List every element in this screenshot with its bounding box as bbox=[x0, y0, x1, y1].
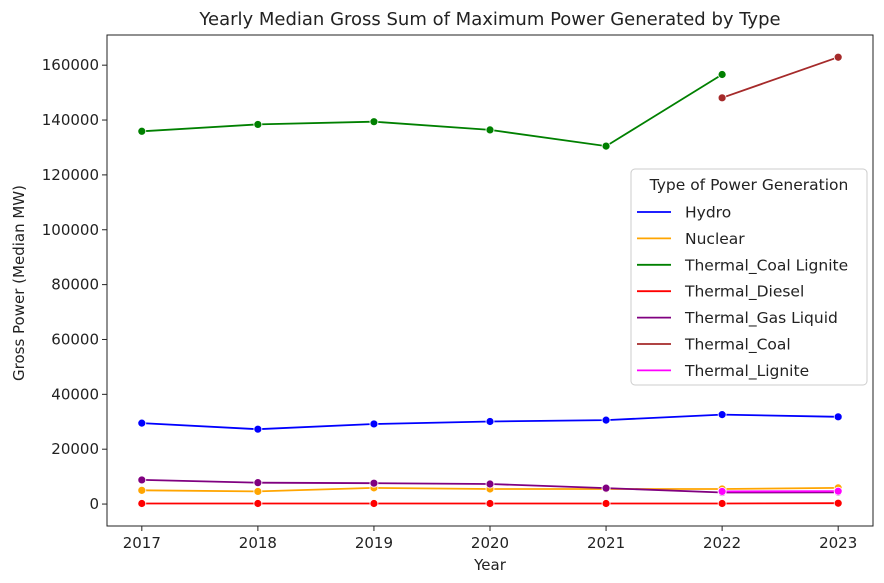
y-tick-label: 40000 bbox=[51, 385, 99, 403]
data-point-thermal-coal-lignite bbox=[369, 117, 379, 127]
legend-entry: Hydro bbox=[685, 204, 731, 222]
legend-title: Type of Power Generation bbox=[649, 176, 849, 194]
data-point-thermal-lignite bbox=[833, 486, 843, 496]
x-axis-title: Year bbox=[473, 556, 507, 574]
data-point-thermal-coal-lignite bbox=[717, 70, 727, 79]
data-point-thermal-gas-liquid bbox=[137, 475, 147, 485]
chart-title: Yearly Median Gross Sum of Maximum Power… bbox=[198, 9, 780, 30]
y-tick-label: 100000 bbox=[42, 221, 99, 239]
y-tick-label: 20000 bbox=[51, 440, 99, 458]
axes: 2017 2018 2019 2020 2021 2022 2023 0 20000 40000 6… bbox=[42, 56, 858, 552]
data-point-thermal-coal-lignite bbox=[137, 126, 147, 136]
series-line-thermal-coal bbox=[721, 56, 839, 99]
data-point-hydro bbox=[369, 419, 379, 429]
series-markers bbox=[137, 52, 843, 508]
legend-entry: Thermal_Coal bbox=[684, 336, 791, 355]
legend-entry: Thermal_Gas Liquid bbox=[684, 309, 838, 328]
data-point-thermal-coal-lignite bbox=[485, 125, 495, 135]
data-point-hydro bbox=[601, 415, 611, 425]
x-tick-label: 2020 bbox=[471, 534, 509, 552]
x-tick-label: 2021 bbox=[587, 534, 625, 552]
data-point-thermal-diesel bbox=[485, 499, 495, 508]
y-tick-label: 160000 bbox=[42, 56, 99, 74]
data-point-thermal-gas-liquid bbox=[485, 479, 495, 489]
y-tick-label: 60000 bbox=[51, 330, 99, 348]
y-axis-title: Gross Power (Median MW) bbox=[10, 185, 28, 381]
legend-entry: Thermal_Diesel bbox=[684, 283, 804, 302]
data-point-hydro bbox=[833, 412, 843, 422]
y-tick-label: 120000 bbox=[42, 166, 99, 184]
y-tick-label: 140000 bbox=[42, 111, 99, 129]
legend-box bbox=[630, 168, 868, 386]
x-tick-label: 2023 bbox=[819, 534, 857, 552]
data-point-hydro bbox=[253, 424, 263, 434]
data-point-nuclear bbox=[253, 487, 263, 496]
data-point-hydro bbox=[485, 417, 495, 426]
data-point-thermal-diesel bbox=[717, 499, 727, 508]
data-point-thermal-diesel bbox=[601, 499, 611, 508]
data-point-thermal-coal-lignite bbox=[253, 120, 263, 129]
data-point-hydro bbox=[137, 418, 147, 428]
legend: Type of Power Generation Hydro Nuclear Ther… bbox=[630, 168, 868, 386]
x-tick-label: 2017 bbox=[123, 534, 161, 552]
legend-entry: Thermal_Lignite bbox=[684, 362, 809, 381]
series-line-thermal-coal-lignite bbox=[141, 73, 723, 148]
legend-entry: Thermal_Coal Lignite bbox=[684, 256, 848, 275]
data-point-thermal-diesel bbox=[137, 499, 147, 508]
legend-entry: Nuclear bbox=[685, 230, 745, 248]
data-point-thermal-coal bbox=[833, 52, 843, 62]
data-point-thermal-coal-lignite bbox=[601, 141, 611, 151]
data-point-hydro bbox=[717, 410, 727, 420]
data-point-thermal-lignite bbox=[717, 487, 727, 496]
data-point-thermal-coal bbox=[717, 93, 727, 103]
data-point-thermal-gas-liquid bbox=[601, 483, 611, 493]
y-tick-label: 80000 bbox=[51, 276, 99, 294]
y-tick-label: 0 bbox=[89, 495, 99, 513]
data-point-thermal-gas-liquid bbox=[369, 478, 379, 488]
data-point-thermal-diesel bbox=[253, 499, 263, 508]
data-point-thermal-gas-liquid bbox=[253, 478, 263, 488]
x-tick-label: 2019 bbox=[355, 534, 393, 552]
data-point-nuclear bbox=[137, 485, 147, 495]
data-point-thermal-diesel bbox=[833, 498, 843, 508]
x-tick-label: 2022 bbox=[703, 534, 741, 552]
x-tick-label: 2018 bbox=[239, 534, 277, 552]
data-point-thermal-diesel bbox=[369, 499, 379, 508]
